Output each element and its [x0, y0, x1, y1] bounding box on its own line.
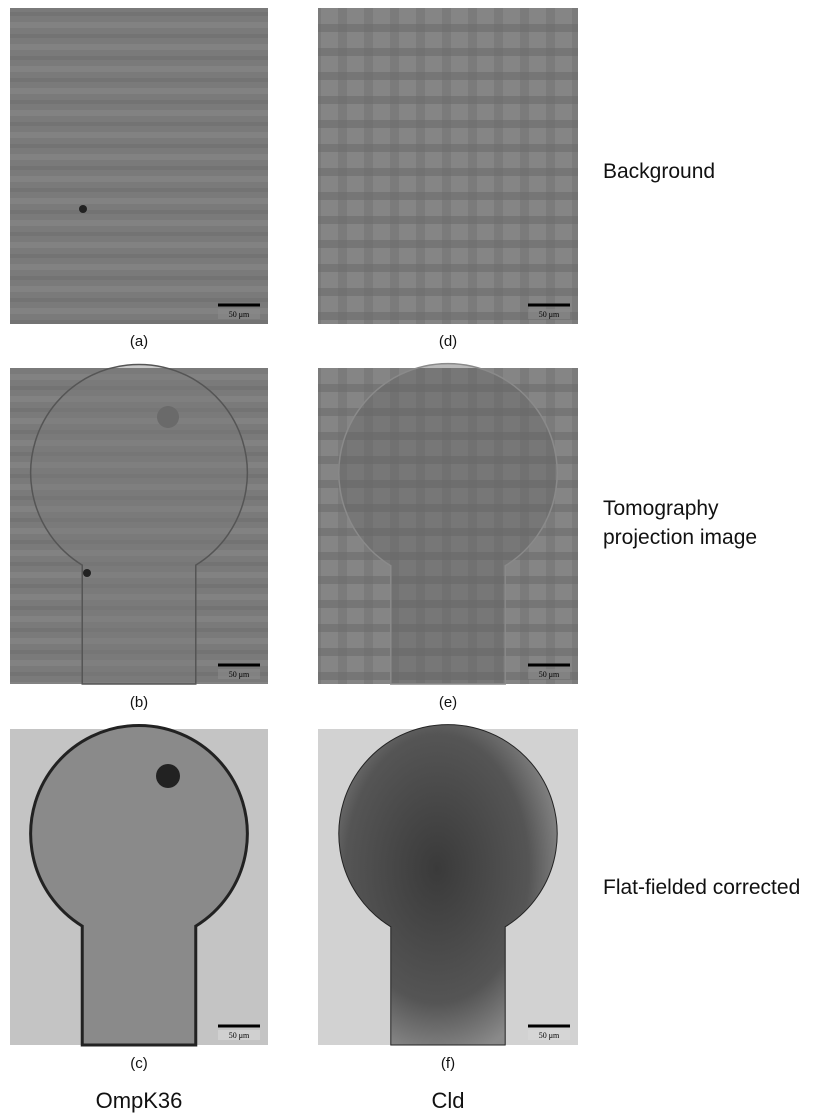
scale-bar-label: 50 μm — [229, 1031, 250, 1040]
column-label: Cld — [431, 1088, 464, 1113]
panel-label: (a) — [130, 333, 148, 350]
micrograph: 50 μm — [10, 364, 268, 684]
panel-label: (f) — [441, 1055, 455, 1072]
row-label: Background — [603, 160, 715, 183]
scale-bar-label: 50 μm — [229, 670, 250, 679]
micrograph: 50 μm — [10, 725, 268, 1045]
row-label: Flat-fielded corrected — [603, 876, 800, 899]
scale-bar-label: 50 μm — [539, 670, 560, 679]
inclusion — [156, 764, 180, 788]
micrograph: 50 μm — [318, 725, 578, 1045]
inclusion — [157, 406, 179, 428]
panel-grid: 50 μm 50 μm 50 μm 50 μm 50 μm 50 μm — [10, 8, 578, 1045]
micrograph: 50 μm — [318, 364, 578, 684]
scale-bar-label: 50 μm — [539, 1031, 560, 1040]
micrograph: 50 μm — [318, 8, 578, 324]
column-label: OmpK36 — [96, 1088, 183, 1113]
speck — [83, 569, 91, 577]
panel-label: (b) — [130, 694, 148, 711]
figure: 50 μm 50 μm 50 μm 50 μm 50 μm 50 μm (a) (b) (c)… — [0, 0, 834, 1113]
scale-bar-label: 50 μm — [539, 310, 560, 319]
scale-bar-label: 50 μm — [229, 310, 250, 319]
image-background — [10, 8, 268, 324]
image-background — [318, 8, 578, 324]
panel-label: (c) — [130, 1055, 148, 1072]
panel-label: (e) — [439, 694, 457, 711]
speck — [79, 205, 87, 213]
micrograph: 50 μm — [10, 8, 268, 324]
row-label: Tomography — [603, 497, 719, 520]
row-label: projection image — [603, 526, 757, 549]
panel-label: (d) — [439, 333, 457, 350]
